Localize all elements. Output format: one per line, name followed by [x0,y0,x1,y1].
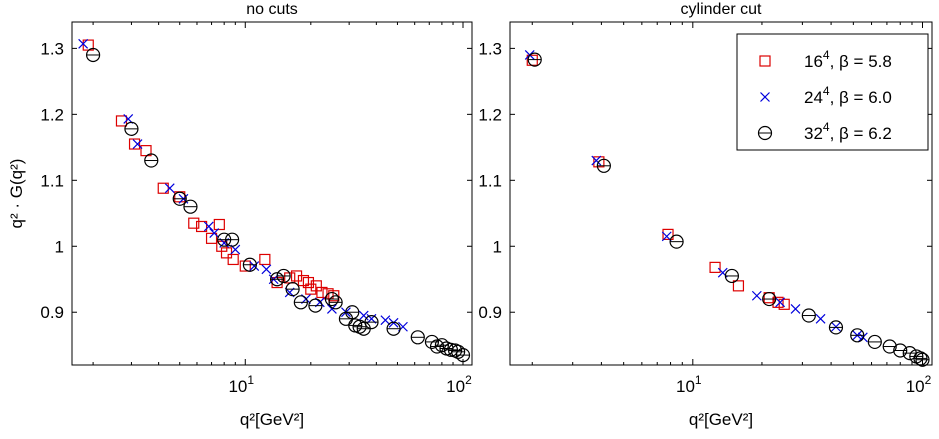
data-point-square [227,253,239,266]
axes-box [509,21,933,366]
legend-box [736,33,929,151]
legend-rest: , β = 6.2 [830,124,892,143]
data-point-square [239,260,251,272]
data-point-square [593,156,605,168]
x-tick-label: 102 [906,373,932,396]
data-point-x [815,313,826,324]
data-point-square [213,218,225,231]
legend-exp: 4 [823,84,830,98]
y-tick-label: 1 [55,237,64,256]
x-tick-label: 102 [446,373,472,396]
data-point-square [772,296,784,308]
data-point-square [328,290,340,302]
data-point-x [751,290,762,301]
data-point-x [261,264,272,275]
legend-exp: 4 [823,120,830,134]
series-square [82,39,340,302]
data-point-square [709,261,721,273]
data-point-square [115,115,128,127]
legend-base: 16 [804,52,823,71]
x-tick-exp: 2 [925,373,932,387]
data-point-x [209,228,220,239]
legend-label: 324, β = 6.2 [804,120,892,143]
data-point-square [778,298,790,310]
x-tick-label: 101 [676,373,702,396]
legend-base: 32 [804,124,823,143]
data-point-square [316,286,328,299]
x-tick-exp: 2 [465,373,472,387]
data-point-x [326,304,337,314]
series-square [526,54,790,310]
x-tick-base: 10 [228,377,247,396]
data-point-square [205,232,218,244]
y-tick-label: 1.3 [478,39,502,58]
legend-marker-square [759,55,771,67]
y-tick-label: 0.9 [478,303,502,322]
legend-label: 244, β = 6.0 [804,84,892,107]
data-point-x [164,183,175,194]
data-point-x [249,261,260,271]
x-axis-title: q²[GeV²] [689,410,753,429]
data-point-square [188,217,200,229]
panel-title: no cuts [246,1,298,18]
y-tick-label: 1.2 [40,105,64,124]
y-axis-title: q² · G(q²) [7,159,26,229]
legend-rest: , β = 5.8 [830,52,892,71]
data-point-square [140,145,152,157]
y-tick-label: 1.3 [40,39,64,58]
data-point-square [732,280,745,292]
data-point-x [132,139,143,149]
x-axis-title: q²[GeV²] [240,410,304,429]
legend-marker-x [760,92,770,102]
legend-exp: 4 [823,48,830,62]
panel-title: cylinder cut [681,1,762,18]
data-point-square [302,276,315,289]
y-tick-label: 1.2 [478,105,502,124]
data-point-x [775,297,786,308]
x-tick-base: 10 [446,377,465,396]
x-tick-exp: 1 [247,373,254,387]
series-x [78,38,408,332]
data-point-x [661,231,672,242]
data-point-x [380,315,391,326]
axes-box [71,21,473,366]
series-circle [85,47,471,363]
data-point-x [203,221,214,232]
data-point-square [128,138,141,150]
x-tick-base: 10 [906,377,925,396]
y-tick-label: 0.9 [40,303,64,322]
y-tick-label: 1.1 [478,171,502,190]
data-point-square [310,280,322,292]
legend-rest: , β = 6.0 [830,88,892,107]
legend-label: 164, β = 5.8 [804,48,892,71]
data-point-square [662,228,674,240]
data-point-x [831,321,841,332]
data-point-x [591,155,602,166]
legend-base: 24 [804,88,823,107]
data-point-square [259,253,271,266]
data-point-x [78,38,89,49]
series-circle [527,52,930,367]
y-tick-label: 1 [493,237,502,256]
data-point-square [157,182,169,194]
data-point-x [358,310,369,321]
x-tick-label: 101 [228,373,254,396]
data-point-square [195,220,208,233]
x-tick-exp: 1 [695,373,702,387]
y-tick-label: 1.1 [40,171,64,190]
data-point-x [790,304,801,314]
x-tick-base: 10 [676,377,695,396]
